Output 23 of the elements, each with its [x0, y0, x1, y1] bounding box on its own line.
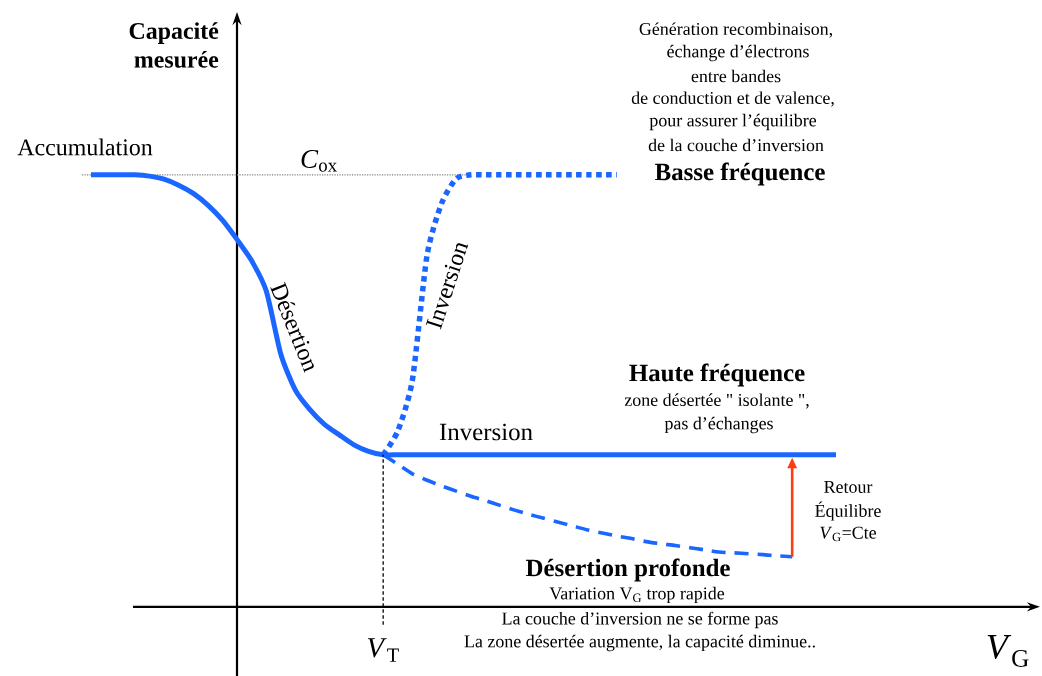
annotation: Inversion: [439, 423, 533, 441]
text: de conduction et de valence,: [631, 91, 834, 107]
annotation: V$_{G}$=Cte: [820, 526, 877, 542]
annotation: Haute fréquence: [629, 363, 805, 387]
annotation: pas d’échanges: [664, 416, 773, 434]
annotation: Retour: [824, 481, 873, 493]
text: La zone désertée augmente, la capacité diminue..: [464, 634, 815, 652]
annotation: Basse fréquence: [654, 162, 825, 186]
text: échange d’électrons: [667, 44, 809, 62]
annotation: zone désertée " isolante ",: [624, 393, 809, 409]
annotation: Désertion profonde: [525, 558, 730, 582]
text: entre bandes: [691, 69, 781, 83]
text: Génération recombinaison,: [639, 22, 833, 38]
text: de la couche d’inversion: [648, 138, 824, 152]
annotation: Variation V$_{G}$ trop rapide: [549, 586, 725, 604]
annotation: Équilibre: [815, 501, 881, 521]
y-axis-title: Capacité mesurée: [129, 22, 219, 68]
text: Accumulation: [17, 138, 153, 156]
x-axis-title: V$_{G}$: [987, 635, 1029, 667]
ref-line-label: C$_{ox}$: [301, 149, 337, 172]
text: La couche d’inversion ne se forme pas: [502, 611, 778, 629]
text: V$_{T}$: [367, 638, 399, 662]
text: pour assurer l’équilibre: [649, 113, 817, 131]
